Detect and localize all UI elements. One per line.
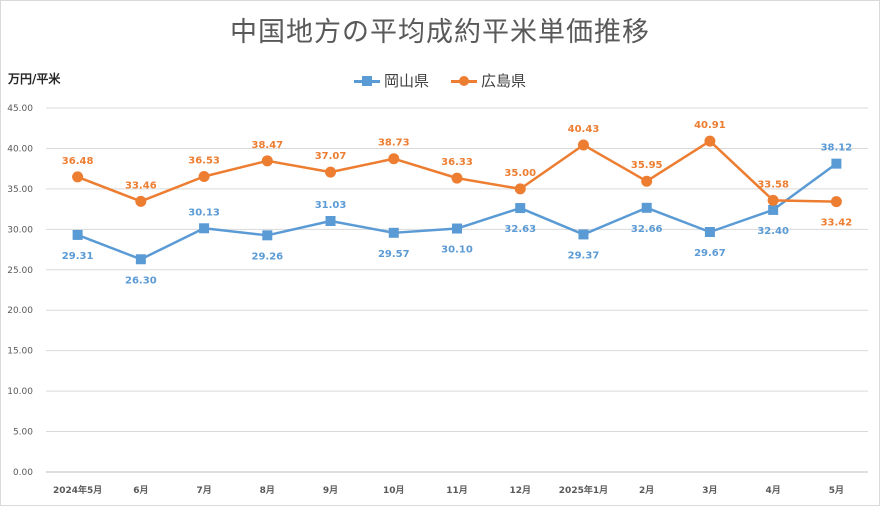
data-point-circle [72,171,84,183]
data-label: 36.53 [188,156,220,167]
data-label: 31.03 [315,200,347,211]
y-tick-label: 5.00 [13,428,33,438]
data-label: 30.13 [188,207,220,218]
x-tick-label: 12月 [509,485,531,496]
data-point-square [388,227,399,238]
data-label: 38.73 [378,138,410,149]
data-label: 37.07 [315,151,347,162]
x-tick-label: 3月 [702,485,717,496]
data-point-square [135,254,146,265]
y-tick-label: 25.00 [7,266,33,276]
x-tick-label: 2月 [639,485,654,496]
data-point-circle [641,175,653,187]
data-label: 33.58 [757,179,789,190]
legend: 岡山県 広島県 [0,70,880,91]
data-label: 30.10 [441,245,473,256]
x-tick-label: 9月 [323,485,338,496]
data-label: 26.30 [125,275,157,286]
y-tick-label: 15.00 [7,347,33,357]
legend-item-hiroshima: 広島県 [451,70,526,91]
x-tick-label: 11月 [446,485,468,496]
data-point-circle [514,183,526,195]
data-point-circle [451,172,463,184]
data-point-circle [767,194,779,206]
data-label: 40.91 [694,120,726,131]
legend-label-okayama: 岡山県 [383,72,429,90]
data-label: 29.67 [694,248,726,259]
data-point-circle [135,195,147,207]
data-point-circle [198,171,210,183]
chart-title: 中国地方の平均成約平米単価推移 [230,17,650,48]
data-label: 29.26 [251,251,283,262]
legend-label-hiroshima: 広島県 [481,72,527,90]
data-point-circle [704,135,716,147]
series-line [77,139,837,203]
x-tick-label: 10月 [383,485,405,496]
y-tick-label: 10.00 [7,387,33,397]
data-point-square [262,230,273,241]
data-label: 32.40 [757,226,789,237]
data-label: 29.31 [62,251,94,262]
y-tick-label: 40.00 [7,144,33,154]
y-tick-label: 20.00 [7,306,33,316]
y-tick-label: 35.00 [7,185,33,195]
data-point-square [704,227,715,238]
y-tick-label: 45.00 [7,104,33,114]
data-label: 33.46 [125,180,157,191]
data-label: 32.66 [631,224,663,235]
data-point-square [831,158,842,169]
data-point-square [199,223,210,234]
data-point-square [325,216,336,227]
data-label: 38.47 [251,140,283,151]
x-tick-label: 7月 [196,485,211,496]
x-tick-label: 2025年1月 [559,484,608,496]
data-point-square [578,229,589,240]
data-label: 36.48 [62,156,94,167]
x-tick-label: 6月 [133,485,148,496]
data-point-square [72,229,83,240]
data-label: 35.00 [504,168,536,179]
legend-swatch-circle-icon [451,75,477,87]
data-point-square [515,203,526,214]
data-point-square [768,204,779,215]
data-label: 29.37 [568,250,600,261]
x-tick-label: 2024年5月 [53,484,102,496]
data-label: 29.57 [378,249,410,260]
data-point-circle [830,196,842,208]
data-point-circle [577,139,589,151]
data-label: 33.42 [821,218,853,229]
x-tick-label: 8月 [260,485,275,496]
data-label: 38.12 [821,143,853,154]
legend-item-okayama: 岡山県 [353,70,429,91]
y-tick-label: 30.00 [7,225,33,235]
data-label: 40.43 [568,124,600,135]
y-tick-label: 0.00 [13,468,33,478]
data-point-circle [261,155,273,167]
data-label: 36.33 [441,157,473,168]
data-point-circle [325,166,337,178]
legend-swatch-square-icon [353,75,380,87]
data-point-square [452,223,462,234]
data-point-circle [388,153,400,165]
data-point-square [641,202,652,213]
y-axis-unit-label: 万円/平米 [8,72,61,86]
x-tick-label: 5月 [829,485,844,496]
x-tick-label: 4月 [766,485,781,496]
data-label: 32.63 [504,224,536,235]
data-label: 35.95 [631,160,663,171]
